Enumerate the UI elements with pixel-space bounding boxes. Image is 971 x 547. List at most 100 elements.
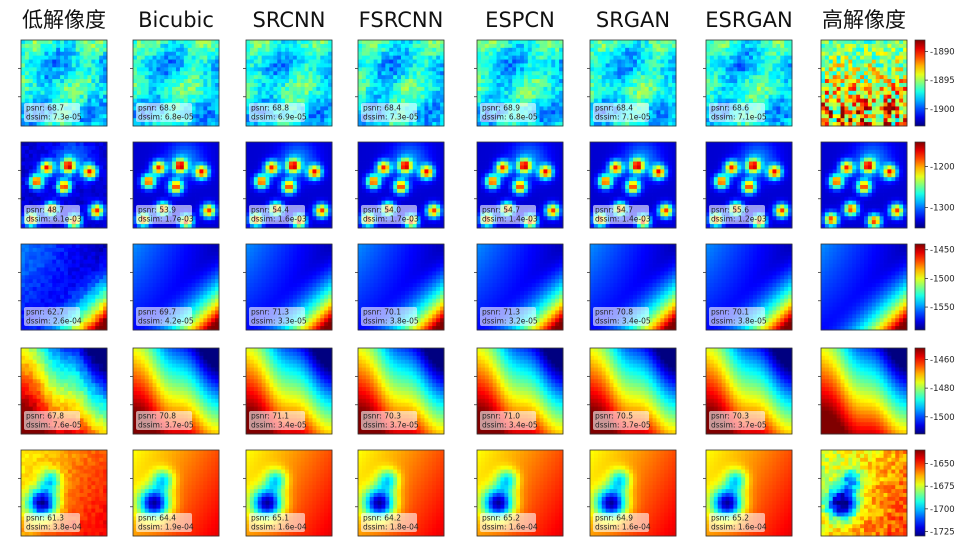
heatmap-cell <box>644 75 650 80</box>
heatmap-cell <box>668 47 673 53</box>
heatmap-cell <box>28 224 34 229</box>
heatmap-cell <box>320 63 325 68</box>
heatmap-cell <box>133 212 138 217</box>
heatmap-cell <box>848 110 853 115</box>
heatmap-cell <box>187 142 193 147</box>
heatmap-cell <box>52 181 57 186</box>
heatmap-cell <box>432 43 437 49</box>
heatmap-cell <box>75 63 81 68</box>
heatmap-cell <box>215 122 220 127</box>
heatmap-cell <box>71 196 77 202</box>
heatmap-cell <box>832 122 838 127</box>
heatmap-cell <box>597 55 603 60</box>
heatmap-cell <box>389 43 394 49</box>
heatmap-cell <box>296 145 302 151</box>
heatmap-cell <box>895 59 900 64</box>
heatmap-cell <box>328 149 333 155</box>
heatmap-cell <box>416 51 421 57</box>
heatmap-cell <box>535 59 540 64</box>
heatmap-cell <box>168 55 173 60</box>
heatmap-cell <box>203 220 208 225</box>
heatmap-cell <box>821 106 826 111</box>
heatmap-cell <box>664 90 669 96</box>
heatmap-cell <box>788 86 793 92</box>
heatmap-cell <box>152 40 157 45</box>
heatmap-cell <box>535 71 540 76</box>
heatmap-cell <box>875 110 881 115</box>
heatmap-cell <box>179 165 185 170</box>
heatmap-cell <box>776 86 781 92</box>
heatmap-cell <box>500 75 505 80</box>
heatmap-cell <box>148 161 153 166</box>
heatmap-cell <box>428 114 433 119</box>
heatmap-cell <box>652 106 657 111</box>
heatmap-cell <box>48 173 53 178</box>
heatmap-cell <box>551 98 556 103</box>
heatmap-cell <box>32 153 38 159</box>
heatmap-cell <box>172 59 177 64</box>
heatmap-cell <box>660 98 665 103</box>
heatmap-cell <box>179 67 185 72</box>
heatmap-cell <box>187 153 193 159</box>
heatmap-cell <box>172 142 177 147</box>
heatmap-cell <box>148 75 153 80</box>
heatmap-cell <box>887 55 892 60</box>
heatmap-cell <box>373 51 378 57</box>
heatmap-cell <box>246 149 251 155</box>
heatmap-cell <box>436 40 441 45</box>
heatmap-cell <box>500 79 505 84</box>
heatmap-cell <box>87 173 92 178</box>
heatmap-cell <box>621 59 626 64</box>
heatmap-cell <box>44 71 49 76</box>
heatmap-cell <box>706 98 711 103</box>
heatmap-cell <box>832 47 838 53</box>
heatmap-cell <box>420 47 425 53</box>
heatmap-cell <box>891 63 896 68</box>
heatmap-cell <box>28 51 34 57</box>
heatmap-cell <box>36 40 41 45</box>
heatmap-cell <box>215 220 220 225</box>
heatmap-cell <box>559 79 564 84</box>
heatmap-cell <box>64 47 69 53</box>
heatmap-cell <box>516 59 521 64</box>
heatmap-cell <box>168 90 173 96</box>
heatmap-cell <box>725 71 730 76</box>
heatmap-cell <box>179 59 185 64</box>
heatmap-cell <box>133 204 138 209</box>
heatmap-cell <box>75 79 81 84</box>
heatmap-cell <box>488 40 494 45</box>
heatmap-cell <box>652 90 657 96</box>
heatmap-cell <box>412 43 418 49</box>
heatmap-cell <box>547 83 552 88</box>
heatmap-cell <box>860 55 865 60</box>
heatmap-cell <box>203 102 208 107</box>
heatmap-cell <box>152 83 157 88</box>
heatmap-cell <box>788 51 793 57</box>
heatmap-cell <box>324 67 329 72</box>
heatmap-cell <box>316 63 321 68</box>
heatmap-cell <box>203 40 208 45</box>
heatmap-cell <box>543 43 548 49</box>
heatmap-cell <box>64 181 69 186</box>
heatmap-cell <box>168 142 173 147</box>
heatmap-cell <box>156 98 161 103</box>
heatmap-cell <box>172 47 177 53</box>
heatmap-cell <box>191 114 196 119</box>
heatmap-cell <box>308 102 313 107</box>
heatmap-cell <box>253 63 259 68</box>
heatmap-cell <box>836 90 841 96</box>
heatmap-cell <box>821 114 826 119</box>
heatmap-cell <box>24 40 30 45</box>
heatmap-cell <box>828 83 834 88</box>
heatmap-cell <box>191 98 196 103</box>
heatmap-cell <box>265 90 270 96</box>
heatmap-cell <box>136 145 142 151</box>
heatmap-cell <box>864 47 869 53</box>
heatmap-cell <box>539 71 544 76</box>
heatmap-cell <box>749 51 754 57</box>
heatmap-cell <box>191 185 196 190</box>
heatmap-cell <box>32 94 38 100</box>
heatmap-cell <box>67 63 73 68</box>
